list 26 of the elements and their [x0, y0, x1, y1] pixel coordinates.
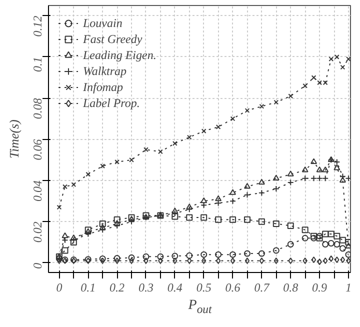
x-tick-label: 0.1	[80, 280, 96, 294]
legend-label: Leading Eigen.	[83, 47, 156, 63]
x-tick-label: 0.9	[312, 280, 328, 294]
y-tick-label: 0.04	[30, 180, 44, 202]
y-tick-label: 0.06	[30, 139, 44, 160]
x-tick-label: 0.4	[167, 280, 182, 294]
legend-label: Louvain	[83, 15, 122, 31]
y-tick-label: 0.02	[30, 222, 44, 243]
y-tick-label: 0	[30, 262, 44, 269]
legend-label: Infomap	[83, 79, 123, 95]
x-axis-title: P$_{out}$	[188, 297, 212, 318]
x-tick-label: 1	[345, 280, 352, 294]
legend-label: Fast Greedy	[83, 31, 142, 47]
y-axis-title: Time(s)	[6, 120, 22, 158]
x-tick-label: 0.7	[254, 280, 270, 294]
y-tick-label: 0.1	[30, 56, 44, 72]
legend-label: Walktrap	[83, 63, 127, 79]
x-tick-label: 0.2	[110, 280, 125, 294]
x-tick-label: 0.8	[283, 280, 298, 294]
x-tick-label: 0	[56, 280, 62, 294]
legend-label: Label Prop.	[83, 95, 140, 111]
x-tick-label: 0.3	[138, 280, 154, 294]
x-tick-label: 0.6	[225, 280, 240, 294]
x-tick-label: 0.5	[196, 280, 212, 294]
y-tick-label: 0.08	[30, 98, 44, 120]
y-tick-label: 0.12	[30, 16, 44, 37]
